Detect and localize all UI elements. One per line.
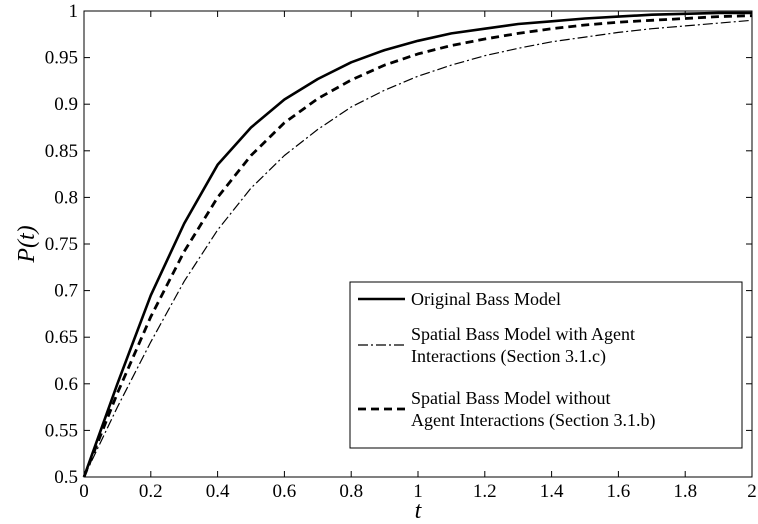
x-tick-label: 0.4 xyxy=(206,481,230,502)
x-tick-label: 1 xyxy=(413,481,423,502)
x-axis-label: t xyxy=(415,498,423,524)
y-tick-label: 0.8 xyxy=(54,187,78,208)
y-tick-label: 0.95 xyxy=(45,48,78,69)
x-tick-label: 2 xyxy=(747,481,757,502)
legend-label: Agent Interactions (Section 3.1.b) xyxy=(411,410,655,431)
legend-label: Interactions (Section 3.1.c) xyxy=(411,346,606,367)
x-tick-label: 0.2 xyxy=(139,481,163,502)
y-tick-label: 0.9 xyxy=(54,94,78,115)
series-line-dashdot xyxy=(83,19,753,478)
x-tick-label: 0.6 xyxy=(273,481,297,502)
x-tick-label: 0.8 xyxy=(339,481,363,502)
y-tick-label: 0.5 xyxy=(54,467,78,488)
legend-label: Spatial Bass Model without xyxy=(411,388,611,408)
legend-label: Spatial Bass Model with Agent xyxy=(411,324,635,344)
legend: Original Bass Model Spatial Bass Model wi… xyxy=(349,281,743,449)
y-tick-label: 0.55 xyxy=(45,420,78,441)
y-tick-label: 0.65 xyxy=(45,327,78,348)
y-tick-label: 0.6 xyxy=(54,374,78,395)
x-tick-label: 1.6 xyxy=(607,481,631,502)
x-tick-label: 1.2 xyxy=(473,481,497,502)
x-tick-label: 1.4 xyxy=(540,481,564,502)
series-line-solid xyxy=(82,11,752,478)
series-layer xyxy=(82,11,753,478)
legend-box xyxy=(349,281,743,449)
y-tick-label: 1 xyxy=(69,1,79,22)
axes-layer: 0 0.2 0.4 0.6 0.8 1 1.2 1.4 1.6 1.8 2 0.5 0.55 0.6 0.6… xyxy=(45,1,757,502)
y-tick-label: 0.7 xyxy=(54,281,78,302)
y-tick-label: 0.85 xyxy=(45,141,78,162)
series-line-dashed xyxy=(82,14,753,478)
legend-label: Original Bass Model xyxy=(411,289,561,309)
x-tick-label: 0 xyxy=(79,481,89,502)
y-tick-label: 0.75 xyxy=(45,234,78,255)
x-tick-label: 1.8 xyxy=(673,481,697,502)
y-axis-label: P(t) xyxy=(14,225,40,263)
